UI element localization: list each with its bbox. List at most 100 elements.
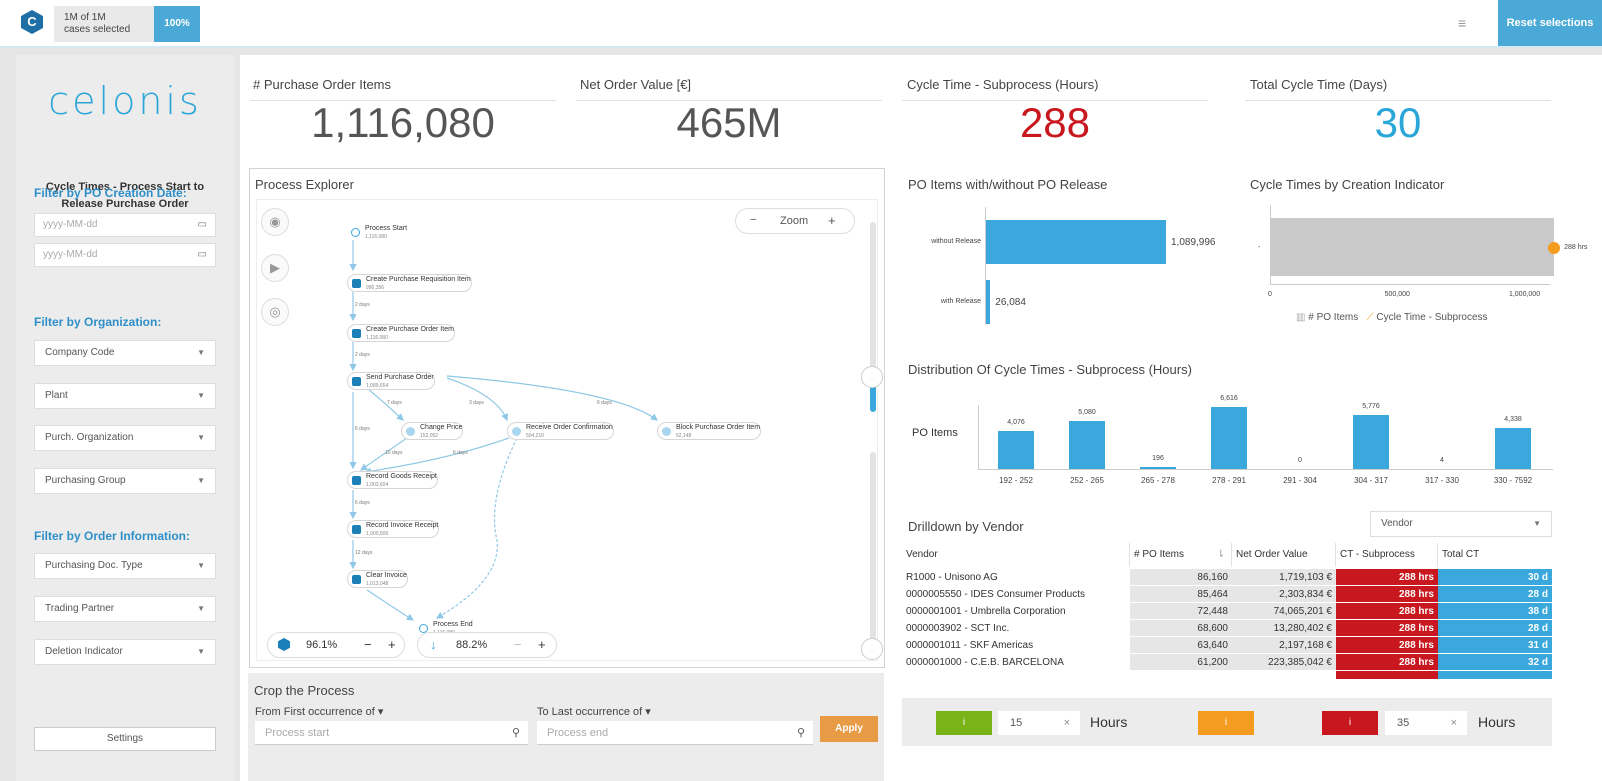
chevron-down-icon: ▼ <box>197 561 205 570</box>
company-code-dropdown[interactable]: Company Code ▼ <box>34 340 216 366</box>
dist-bar[interactable] <box>1495 428 1531 469</box>
process-node[interactable]: Block Purchase Order Item 52,148 <box>657 422 762 440</box>
chevron-down-icon: ▼ <box>197 476 205 485</box>
cases-selected-text: 1M of 1M cases selected <box>64 12 130 36</box>
connection-minus-button[interactable]: − <box>514 637 522 652</box>
table-row[interactable]: 0000001001 - Umbrella Corporation 72,448 7… <box>902 603 1552 620</box>
zoom-out-button[interactable]: − <box>750 214 757 226</box>
dist-category-label: 291 - 304 <box>1283 476 1317 485</box>
process-node[interactable]: Create Purchase Requisition Item 990,356 <box>347 274 472 292</box>
activity-slider-handle[interactable] <box>861 366 883 388</box>
high-threshold-input[interactable]: 35 × <box>1385 711 1467 735</box>
purch-organization-dropdown[interactable]: Purch. Organization ▼ <box>34 425 216 451</box>
sort-icon[interactable]: ⇂ <box>1216 549 1225 560</box>
crop-from-label[interactable]: From First occurrence of ▾ <box>255 706 384 718</box>
low-threshold-input[interactable]: 15 × <box>998 711 1080 735</box>
table-cell: R1000 - Unisono AG <box>902 569 1130 586</box>
search-icon[interactable]: ⚲ <box>511 727 520 739</box>
orange-threshold-swatch[interactable]: i <box>1198 711 1254 735</box>
arrow-down-icon: ↓ <box>430 637 437 652</box>
green-threshold-swatch[interactable]: i <box>936 711 992 735</box>
process-graph-edges <box>349 240 658 621</box>
process-end-input[interactable]: Process end ⚲ <box>537 721 813 745</box>
reset-selections-button[interactable]: Reset selections <box>1498 0 1602 46</box>
dist-bar[interactable] <box>998 430 1034 469</box>
dist-bar[interactable] <box>1353 414 1389 469</box>
process-node[interactable]: Process Start 1,116,080 <box>347 224 407 242</box>
table-header: Vendor # PO Items ⇂ Net Order Value CT - … <box>902 543 1552 567</box>
case-selection-indicator[interactable]: 1M of 1M cases selected 100% <box>54 6 200 42</box>
table-cell: 288 hrs <box>1336 603 1438 620</box>
column-header-vendor[interactable]: Vendor <box>902 543 1130 567</box>
process-start-input[interactable]: Process start ⚲ <box>255 721 528 745</box>
zoom-in-button[interactable]: + <box>828 213 836 228</box>
deletion-indicator-dropdown[interactable]: Deletion Indicator ▼ <box>34 639 216 665</box>
table-row[interactable]: R1000 - Unisono AG 86,160 1,719,103 €288 h… <box>902 569 1552 586</box>
zoom-control: − Zoom + <box>735 208 855 234</box>
trading-partner-dropdown[interactable]: Trading Partner ▼ <box>34 596 216 622</box>
creation-point[interactable] <box>1548 242 1561 254</box>
dist-bar[interactable] <box>1069 421 1105 469</box>
clear-icon[interactable]: × <box>1450 717 1457 729</box>
creation-bar[interactable] <box>1270 218 1555 276</box>
red-threshold-swatch[interactable]: i <box>1322 711 1378 735</box>
process-node[interactable]: Clear Invoice 1,013,048 <box>347 570 408 588</box>
release-bar[interactable] <box>986 280 991 324</box>
plant-dropdown[interactable]: Plant ▼ <box>34 383 216 409</box>
table-row[interactable]: 0000005550 - IDES Consumer Products 85,46… <box>902 586 1552 603</box>
play-icon[interactable]: ▶ <box>261 254 289 282</box>
dist-bar[interactable] <box>1140 467 1176 469</box>
search-icon[interactable]: ⚲ <box>796 727 805 739</box>
legend-cycle-time: Cycle Time - Subprocess <box>1376 312 1488 323</box>
table-cell: 0000001011 - SKF Americas <box>902 637 1130 654</box>
dist-category-label: 278 - 291 <box>1212 476 1246 485</box>
crop-to-label[interactable]: To Last occurrence of ▾ <box>537 706 651 718</box>
column-header-ct-subprocess[interactable]: CT - Subprocess <box>1336 543 1438 567</box>
hamburger-menu-icon[interactable]: ≡ <box>1458 15 1467 31</box>
table-row[interactable]: 0000001011 - SKF Americas 63,640 2,197,168… <box>902 637 1552 654</box>
column-header-total-ct[interactable]: Total CT <box>1442 549 1480 560</box>
calendar-icon[interactable]: ▭ <box>197 249 207 260</box>
dropdown-label: Plant <box>45 390 68 401</box>
column-header-po-items[interactable]: # PO Items ⇂ <box>1130 543 1232 567</box>
process-node[interactable]: Send Purchase Order 1,089,654 <box>347 372 435 390</box>
process-node[interactable]: Change Price 152,052 <box>401 422 464 440</box>
calendar-icon[interactable]: ▭ <box>197 219 207 230</box>
clear-icon[interactable]: × <box>1063 717 1070 729</box>
connection-slider-handle[interactable] <box>861 638 883 660</box>
process-node[interactable]: Create Purchase Order Item 1,116,080 <box>347 324 455 342</box>
activity-icon <box>662 427 671 436</box>
chevron-down-icon: ▼ <box>197 391 205 400</box>
table-row[interactable]: 0000003902 - SCT Inc. 68,600 13,280,402 €2… <box>902 620 1552 637</box>
vendor-dropdown[interactable]: Vendor ▼ <box>1370 511 1552 537</box>
dist-bar[interactable] <box>1211 407 1247 469</box>
kpi-divider <box>250 100 556 101</box>
input-value: 15 <box>1010 717 1023 729</box>
connection-slider-track[interactable] <box>870 452 876 648</box>
purchasing-group-dropdown[interactable]: Purchasing Group ▼ <box>34 468 216 494</box>
process-node[interactable]: Receive Order Confirmation 504,210 <box>507 422 614 440</box>
activity-slider-track[interactable] <box>870 222 876 412</box>
process-node[interactable]: Record Goods Receipt 1,003,604 <box>347 471 438 489</box>
node-count: 52,148 <box>676 433 692 439</box>
release-bar[interactable] <box>986 220 1166 264</box>
apply-button[interactable]: Apply <box>820 716 878 742</box>
vendor-table: Vendor # PO Items ⇂ Net Order Value CT - … <box>902 543 1552 683</box>
process-node[interactable]: Record Invoice Receipt 1,000,506 <box>347 520 440 538</box>
connection-plus-button[interactable]: + <box>538 637 546 652</box>
dropdown-label: Purch. Organization <box>45 432 134 443</box>
settings-button[interactable]: Settings <box>34 727 216 751</box>
creation-point-label: 288 hrs <box>1564 244 1588 251</box>
animation-icon[interactable]: ◉ <box>261 208 289 236</box>
activity-plus-button[interactable]: + <box>388 637 396 652</box>
column-header-net-order-value[interactable]: Net Order Value <box>1232 543 1336 567</box>
celonis-logo-icon[interactable]: C <box>21 10 43 34</box>
table-row[interactable]: 0000001000 - C.E.B. BARCELONA 61,200 223,3… <box>902 654 1552 671</box>
purchasing-doc-type-dropdown[interactable]: Purchasing Doc. Type ▼ <box>34 553 216 579</box>
activity-minus-button[interactable]: − <box>364 637 372 652</box>
eye-hidden-icon[interactable]: ◎ <box>261 298 289 326</box>
date-from-input[interactable]: yyyy-MM-dd ▭ <box>34 213 216 237</box>
kpi-divider <box>1245 100 1551 101</box>
date-to-input[interactable]: yyyy-MM-dd ▭ <box>34 243 216 267</box>
process-graph-canvas[interactable]: ◉ ▶ ◎ − Zoom + Process Start 1,116,080 Cr… <box>256 199 883 661</box>
